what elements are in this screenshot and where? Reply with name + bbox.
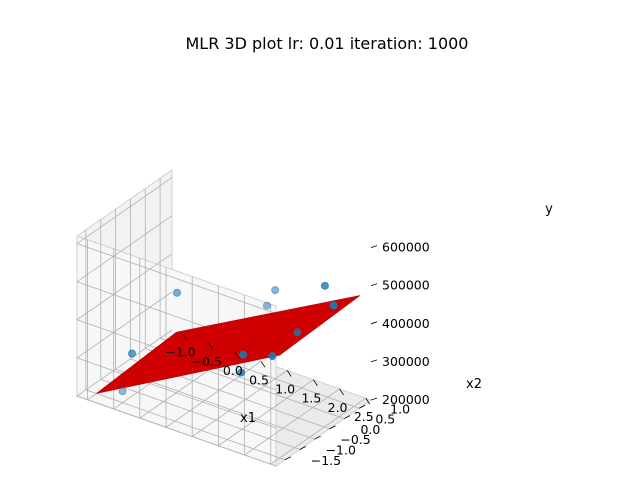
x1-tick-mark bbox=[286, 370, 292, 377]
data-point bbox=[128, 349, 137, 358]
data-point bbox=[271, 286, 280, 295]
x1-tick-label: 0.5 bbox=[249, 372, 269, 387]
y-tick-mark bbox=[370, 283, 378, 287]
surface-mesh-line bbox=[163, 305, 347, 343]
y-tick-label: 500000 bbox=[382, 278, 430, 293]
regression-surface bbox=[96, 295, 360, 394]
x2-tick-label: 1.0 bbox=[390, 401, 410, 416]
y-axis-label: y bbox=[545, 202, 553, 217]
data-point bbox=[118, 387, 127, 396]
data-point bbox=[262, 301, 271, 310]
data-point bbox=[293, 328, 302, 337]
data-points bbox=[118, 281, 338, 396]
grid-line-y bbox=[76, 291, 277, 429]
x2-axis-label: x2 bbox=[466, 377, 482, 392]
surface-mesh-line bbox=[123, 335, 307, 374]
y-tick-label: 200000 bbox=[382, 392, 430, 407]
axis-ticks: −1.0−0.50.00.51.01.52.02.5−1.5−1.0−0.50.… bbox=[165, 240, 429, 468]
grid-line-y bbox=[76, 329, 277, 467]
x1-tick-mark bbox=[260, 361, 266, 368]
data-point bbox=[239, 350, 248, 359]
y-tick-mark bbox=[370, 359, 378, 363]
x1-tick-label: 2.0 bbox=[328, 400, 348, 415]
x1-tick-label: 2.5 bbox=[354, 409, 374, 424]
surface-polygon bbox=[96, 295, 360, 394]
y-tick-label: 300000 bbox=[382, 354, 430, 369]
x1-axis-label: x1 bbox=[240, 411, 256, 426]
x1-tick-mark bbox=[365, 397, 371, 405]
data-point bbox=[173, 288, 182, 297]
x1-tick-label: −1.0 bbox=[165, 345, 195, 360]
x2-tick-mark bbox=[314, 435, 321, 440]
x2-tick-mark bbox=[344, 415, 351, 419]
x2-tick-mark bbox=[299, 446, 306, 450]
grid-lines bbox=[76, 177, 367, 467]
y-tick-label: 600000 bbox=[382, 240, 430, 255]
surface-mesh-line bbox=[136, 325, 320, 364]
grid-line-y bbox=[76, 177, 277, 314]
y-tick-mark bbox=[370, 397, 378, 401]
x2-tick-label: 0.5 bbox=[375, 412, 395, 427]
data-point bbox=[268, 352, 277, 361]
x1-tick-mark bbox=[339, 388, 344, 396]
surface-mesh-line bbox=[149, 315, 334, 353]
x1-tick-label: 1.0 bbox=[275, 382, 295, 397]
x1-tick-mark bbox=[208, 342, 213, 350]
x1-tick-mark bbox=[313, 379, 318, 386]
x1-tick-mark bbox=[234, 351, 240, 359]
x1-tick-mark bbox=[182, 333, 187, 340]
x2-tick-label: 0.0 bbox=[360, 422, 380, 437]
data-point bbox=[329, 301, 338, 310]
data-point bbox=[320, 281, 329, 290]
y-tick-mark bbox=[370, 245, 378, 248]
x2-tick-mark bbox=[284, 456, 292, 461]
x1-tick-label: 0.0 bbox=[223, 363, 243, 378]
chart-title: MLR 3D plot lr: 0.01 iteration: 1000 bbox=[186, 34, 469, 53]
y-tick-mark bbox=[370, 321, 378, 325]
x2-tick-label: −1.5 bbox=[311, 453, 341, 468]
surface-mesh-line bbox=[109, 344, 294, 384]
x1-tick-label: 1.5 bbox=[301, 391, 321, 406]
x2-tick-mark bbox=[358, 404, 366, 409]
x2-tick-label: −1.0 bbox=[326, 443, 356, 458]
y-tick-label: 400000 bbox=[382, 316, 430, 331]
x2-tick-mark bbox=[329, 425, 336, 430]
x1-tick-label: −0.5 bbox=[191, 354, 221, 369]
data-point bbox=[237, 368, 246, 377]
x2-tick-label: −0.5 bbox=[340, 432, 370, 447]
